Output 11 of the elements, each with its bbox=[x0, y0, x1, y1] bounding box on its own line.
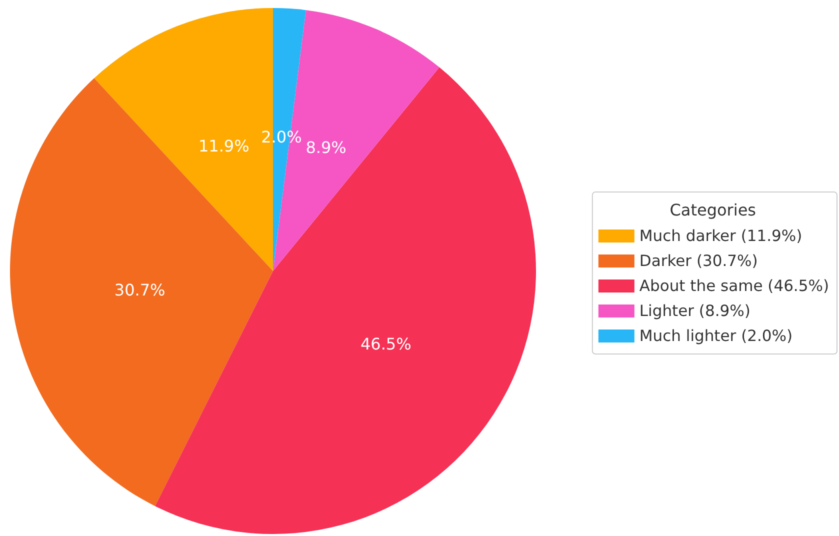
legend-label: Much darker (11.9%) bbox=[639, 227, 802, 245]
legend-label: Lighter (8.9%) bbox=[639, 302, 750, 320]
legend-label: Much lighter (2.0%) bbox=[639, 327, 793, 345]
data-label: 2.0% bbox=[261, 127, 302, 146]
data-label: 30.7% bbox=[114, 280, 166, 300]
legend-label: Darker (30.7%) bbox=[639, 252, 758, 270]
data-label: 46.5% bbox=[360, 334, 412, 354]
data-label: 11.9% bbox=[198, 136, 250, 156]
legend-label: About the same (46.5%) bbox=[639, 277, 830, 295]
data-label: 8.9% bbox=[306, 138, 346, 157]
legend-title: Categories bbox=[670, 200, 756, 220]
